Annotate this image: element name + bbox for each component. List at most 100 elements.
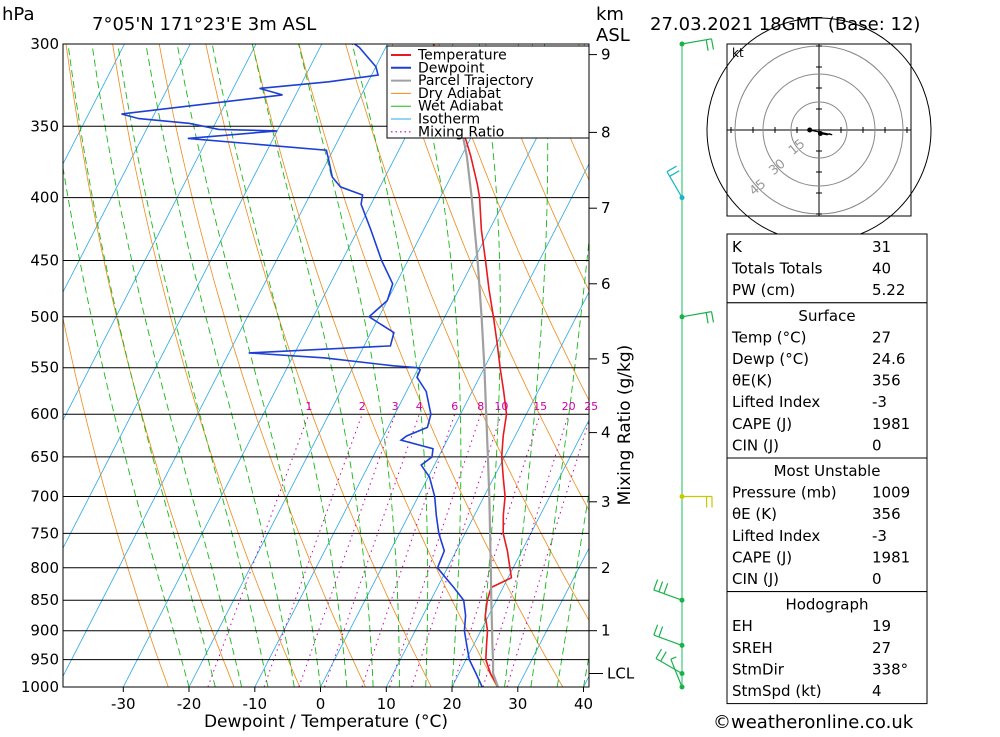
wet-adiabat-line — [504, 44, 549, 687]
table-row-label: SREH — [732, 639, 773, 657]
isotherm-line — [63, 44, 125, 165]
wind-barb-feather — [660, 651, 667, 662]
height-tick-label: 6 — [601, 275, 611, 293]
pressure-tick-label: 300 — [30, 35, 59, 53]
legend-box — [386, 45, 590, 139]
lcl-label: LCL — [607, 665, 635, 683]
mixing-ratio-line — [389, 414, 482, 687]
mixing-ratio-line — [324, 414, 420, 687]
wind-barb — [653, 589, 683, 601]
legend-entry: Wet Adiabat — [418, 99, 504, 115]
table-row-label: K — [732, 238, 743, 256]
table-row-label: θE (K) — [732, 505, 777, 523]
table-frame — [726, 302, 928, 459]
isotherm-line — [320, 162, 589, 687]
table-row-value: 24.6 — [872, 350, 905, 368]
table-row-label: CIN (J) — [732, 436, 779, 454]
isotherm-line — [517, 547, 589, 687]
pressure-tick-label: 950 — [30, 651, 59, 669]
isotherm-line — [63, 44, 257, 421]
isotherm-line — [63, 44, 191, 293]
mixing-ratio-line — [298, 414, 396, 687]
pressure-tick-label: 550 — [30, 359, 59, 377]
table-row-value: 31 — [872, 238, 891, 256]
series-temperature — [432, 44, 513, 687]
dry-adiabat-line — [951, 44, 1000, 687]
mixing-ratio-label: 15 — [533, 400, 547, 413]
pressure-tick-label: 400 — [30, 189, 59, 207]
pressure-tick-label: 450 — [30, 252, 59, 270]
wet-adiabat-line — [67, 44, 216, 687]
table-row-label: CAPE (J) — [732, 548, 792, 566]
mixing-ratio-label: 2 — [359, 400, 366, 413]
location-title: 7°05'N 171°23'E 3m ASL — [92, 14, 316, 35]
pressure-unit: hPa — [2, 4, 34, 25]
dry-adiabat-line — [438, 44, 589, 402]
series-parcel-trajectory — [459, 126, 500, 687]
table-row-value: 40 — [872, 260, 891, 278]
mixing-ratio-label: 4 — [416, 400, 423, 413]
hodograph-ring — [790, 101, 848, 159]
hodograph-ring — [762, 73, 876, 187]
wind-profile — [653, 38, 715, 690]
table-row-value: 27 — [872, 328, 891, 346]
plot-frame — [62, 43, 590, 688]
hodograph-point — [817, 131, 823, 136]
series-dewpoint — [121, 44, 483, 687]
table-row-value: 1981 — [872, 548, 910, 566]
mixing-ratio-label: 8 — [477, 400, 484, 413]
table-row-value: 4 — [872, 682, 882, 700]
table-row-label: Temp (°C) — [731, 328, 806, 346]
mixing-ratio-line — [452, 414, 541, 687]
mixing-ratio-label: 6 — [451, 400, 458, 413]
table-row-value: 356 — [872, 505, 901, 523]
table-row-value: -3 — [872, 393, 887, 411]
wind-barb — [655, 657, 683, 675]
wind-barb-feather — [705, 39, 709, 51]
height-tick-label: 2 — [601, 559, 611, 577]
isotherm-line — [122, 44, 454, 687]
dry-adiabat-line — [391, 44, 589, 511]
legend-entry: Temperature — [417, 48, 507, 64]
table-row-label: Totals Totals — [731, 260, 823, 278]
height-unit: km — [596, 4, 624, 25]
mixing-ratio-line — [263, 414, 363, 687]
table-title: Hodograph — [785, 596, 868, 614]
wind-barb — [653, 634, 683, 646]
mixing-ratio-line — [361, 414, 456, 687]
pressure-tick-label: 800 — [30, 559, 59, 577]
wind-barb — [666, 171, 683, 198]
table-frame — [726, 233, 928, 304]
wet-adiabat-line — [351, 44, 429, 687]
mixing-ratio-labels: 1 2 3 4 6 8 10 15 20 25 — [305, 400, 598, 413]
x-tick-label: 10 — [377, 695, 396, 713]
mixing-ratio-label: 20 — [562, 400, 576, 413]
table-row-label: θE(K) — [732, 372, 772, 390]
table-row-label: EH — [732, 617, 753, 635]
table-title: Most Unstable — [774, 462, 881, 480]
x-tick-label: -20 — [177, 695, 202, 713]
table-row-label: PW (cm) — [732, 281, 795, 299]
dry-adiabat-line — [298, 44, 564, 687]
height-ref: ASL — [596, 25, 630, 46]
wet-adiabat-line — [251, 44, 374, 687]
wind-barb — [670, 658, 683, 688]
wind-barb-feather — [666, 165, 677, 173]
height-tick-label: 4 — [601, 424, 611, 442]
x-tick-label: -10 — [243, 695, 268, 713]
pressure-tick-label: 500 — [30, 308, 59, 326]
wet-adiabat-line — [298, 44, 400, 687]
legend-entry: Dry Adiabat — [418, 86, 501, 102]
pressure-tick-label: 350 — [30, 117, 59, 135]
mixing-ratio-label: 1 — [305, 400, 312, 413]
mixing-ratio-axis-label: Mixing Ratio (g/kg) — [615, 345, 635, 506]
mixing-ratio-label: 25 — [584, 400, 598, 413]
dry-adiabat-line — [252, 44, 498, 687]
wind-barb-feather — [658, 581, 664, 593]
isotherm-line — [385, 291, 589, 687]
table-row-value: 356 — [872, 372, 901, 390]
wet-adiabat-line — [556, 489, 589, 687]
wind-barb-feather — [710, 38, 715, 50]
height-tick-label: 9 — [601, 46, 611, 64]
